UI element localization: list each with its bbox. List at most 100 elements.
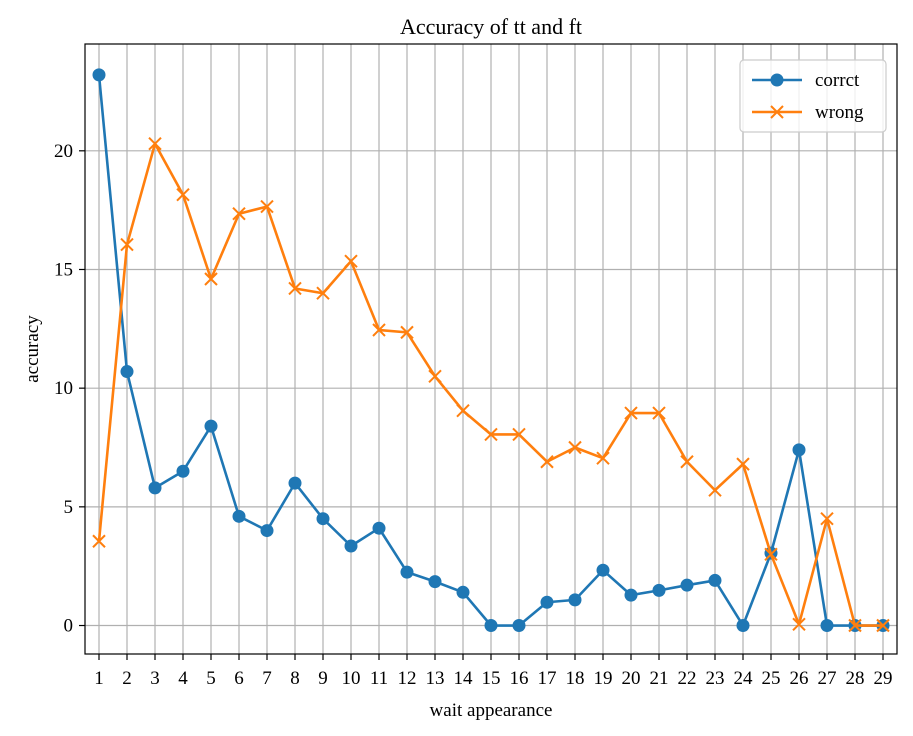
legend-label-corrct: corrct	[815, 70, 860, 91]
x-tick-label: 21	[650, 668, 669, 689]
data-point-wrong	[568, 440, 582, 455]
x-tick-label: 28	[846, 668, 865, 689]
data-point-wrong	[428, 369, 442, 384]
x-tick-label: 9	[318, 668, 328, 689]
data-point-wrong	[316, 286, 330, 300]
data-point-wrong	[92, 534, 106, 548]
data-point-wrong	[848, 618, 862, 633]
x-tick-label: 19	[594, 668, 613, 689]
data-point-corrct	[260, 524, 274, 538]
data-point-corrct	[708, 573, 722, 587]
legend-label-wrong: wrong	[815, 102, 864, 123]
x-tick-label: 15	[482, 668, 501, 689]
y-tick-label: 10	[54, 378, 73, 399]
data-point-corrct	[652, 583, 666, 597]
x-tick-label: 12	[398, 668, 417, 689]
data-point-wrong	[288, 281, 302, 296]
x-tick-label: 11	[370, 668, 388, 689]
x-tick-label: 23	[706, 668, 725, 689]
data-point-corrct	[176, 464, 190, 478]
x-tick-label: 20	[622, 668, 641, 689]
data-point-corrct	[456, 585, 470, 599]
data-point-corrct	[428, 575, 442, 589]
axis-ticks: 1 2 3 4 5 6 7 8 9 10 11 12 13 14 15 16 17 18 19 20 21 22 23 24 2…	[54, 141, 893, 689]
data-point-corrct	[372, 521, 386, 535]
data-point-wrong	[484, 427, 498, 442]
data-point-wrong	[792, 617, 806, 632]
data-point-corrct	[344, 539, 358, 553]
data-point-corrct	[820, 619, 834, 633]
series-layer	[92, 68, 890, 633]
chart-title: Accuracy of tt and ft	[400, 14, 582, 39]
data-point-corrct	[512, 619, 526, 633]
y-tick-label: 15	[54, 259, 73, 280]
data-point-wrong	[456, 404, 470, 418]
data-point-corrct	[568, 593, 582, 607]
data-point-corrct	[540, 595, 554, 609]
data-point-corrct	[400, 565, 414, 579]
data-point-wrong	[148, 136, 162, 151]
data-point-wrong	[708, 483, 722, 497]
legend-box	[739, 59, 887, 133]
data-point-wrong	[176, 188, 190, 202]
x-tick-label: 25	[762, 668, 781, 689]
x-tick-label: 17	[538, 668, 557, 689]
data-point-wrong	[652, 406, 666, 420]
data-point-corrct	[316, 512, 330, 526]
data-point-corrct	[624, 588, 638, 602]
data-point-corrct	[680, 578, 694, 592]
data-point-corrct	[596, 563, 610, 577]
data-point-wrong	[120, 237, 134, 252]
data-point-corrct	[792, 443, 806, 457]
x-tick-label: 16	[510, 668, 529, 689]
data-point-wrong	[680, 455, 694, 469]
data-point-wrong	[344, 254, 358, 268]
x-tick-label: 29	[874, 668, 893, 689]
data-point-wrong	[540, 455, 554, 469]
data-point-wrong	[624, 406, 638, 420]
x-tick-label: 5	[206, 668, 216, 689]
x-tick-label: 8	[290, 668, 300, 689]
data-point-wrong	[876, 618, 890, 633]
legend: corrct wrong	[739, 59, 887, 133]
x-tick-label: 13	[426, 668, 445, 689]
data-point-wrong	[764, 547, 778, 562]
grid	[85, 44, 897, 654]
y-tick-label: 5	[64, 497, 74, 518]
x-tick-label: 3	[150, 668, 160, 689]
x-tick-label: 4	[178, 668, 188, 689]
x-tick-label: 14	[454, 668, 474, 689]
x-tick-label: 22	[678, 668, 697, 689]
legend-marker-corrct	[770, 73, 784, 87]
y-axis-label: accuracy	[22, 315, 43, 383]
data-point-wrong	[204, 272, 218, 286]
data-point-corrct	[204, 419, 218, 433]
data-point-wrong	[260, 199, 274, 214]
data-point-corrct	[120, 365, 134, 379]
data-point-wrong	[820, 512, 834, 526]
x-tick-label: 24	[734, 668, 754, 689]
data-point-corrct	[232, 509, 246, 523]
data-point-wrong	[372, 323, 386, 337]
y-tick-label: 20	[54, 141, 73, 162]
data-point-wrong	[512, 427, 526, 442]
x-axis-label: wait appearance	[430, 700, 553, 721]
x-tick-label: 6	[234, 668, 244, 689]
legend-marker-wrong	[770, 105, 784, 119]
x-tick-label: 18	[566, 668, 585, 689]
series-wrong	[92, 136, 890, 633]
y-tick-label: 0	[64, 616, 74, 637]
data-point-wrong	[736, 457, 750, 471]
x-tick-label: 27	[818, 668, 837, 689]
series-corrct	[92, 68, 890, 633]
data-point-corrct	[736, 619, 750, 633]
x-tick-label: 26	[790, 668, 809, 689]
x-tick-label: 7	[262, 668, 272, 689]
data-point-corrct	[92, 68, 106, 82]
data-point-wrong	[596, 451, 610, 465]
data-point-corrct	[148, 481, 162, 495]
x-tick-label: 2	[122, 668, 132, 689]
data-point-wrong	[400, 325, 414, 340]
data-point-corrct	[288, 476, 302, 490]
